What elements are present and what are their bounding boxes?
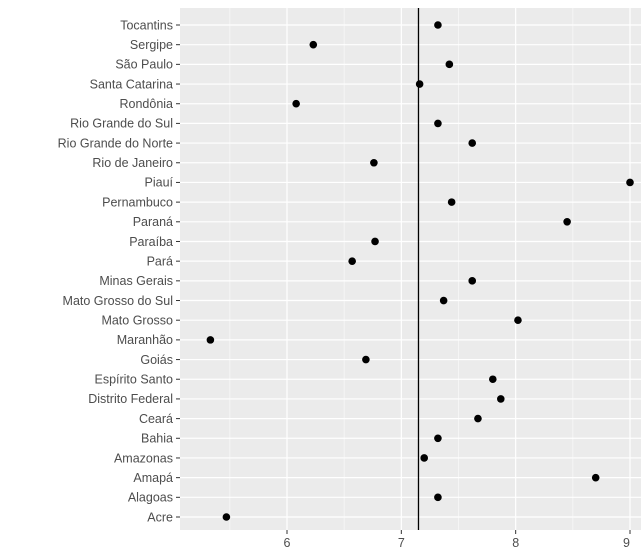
y-tick-label: Mato Grosso — [101, 314, 173, 328]
data-point — [439, 296, 448, 305]
y-tick-label: Espírito Santo — [94, 373, 173, 387]
data-point — [420, 454, 429, 462]
y-tick-label: Distrito Federal — [88, 392, 173, 406]
data-point — [309, 40, 318, 49]
data-point — [434, 493, 442, 502]
y-tick-label: Rio Grande do Norte — [58, 136, 173, 150]
data-point — [348, 257, 356, 265]
y-tick-label: Rio Grande do Sul — [70, 117, 173, 131]
y-tick-label: Acre — [147, 510, 173, 524]
x-tick-label: 9 — [623, 536, 630, 550]
data-point — [474, 414, 482, 423]
data-point — [222, 513, 231, 521]
data-point — [468, 139, 477, 147]
y-tick-label: Maranhão — [117, 333, 173, 347]
data-point — [591, 473, 600, 482]
y-tick-label: Paraíba — [129, 235, 173, 249]
data-point — [445, 60, 454, 69]
data-points — [206, 21, 634, 521]
x-tick-label: 7 — [398, 536, 405, 550]
y-tick-label: Sergipe — [130, 38, 173, 52]
y-tick-label: Alagoas — [128, 491, 173, 505]
y-tick-label: Piauí — [145, 176, 174, 190]
data-point — [447, 198, 456, 206]
data-point — [415, 80, 424, 88]
y-tick-label: Pará — [147, 254, 173, 268]
y-axis: Tocantins Sergipe São Paulo Santa Catarina R… — [58, 18, 180, 524]
y-tick-label: Goiás — [140, 353, 173, 367]
y-tick-label: Amapá — [133, 471, 173, 485]
data-point — [434, 21, 442, 29]
y-tick-label: Mato Grosso do Sul — [63, 294, 173, 308]
y-tick-label: Pernambuco — [102, 195, 173, 209]
y-tick-label: Minas Gerais — [99, 274, 173, 288]
y-tick-label: Paraná — [133, 215, 173, 229]
minor-gridlines — [229, 8, 574, 530]
y-tick-label: Rondônia — [119, 97, 173, 111]
x-tick-label: 8 — [512, 536, 519, 550]
data-point — [514, 316, 522, 325]
y-tick-label: Tocantins — [120, 18, 173, 32]
data-point — [434, 119, 442, 128]
y-tick-label: Bahia — [141, 432, 173, 446]
data-point — [626, 178, 634, 187]
y-tick-label: São Paulo — [115, 58, 173, 72]
plot-panel — [180, 8, 641, 530]
data-point — [468, 277, 477, 285]
y-tick-label: Amazonas — [114, 451, 173, 465]
data-point — [489, 375, 497, 384]
data-point — [563, 218, 571, 226]
y-tick-label: Rio de Janeiro — [92, 156, 173, 170]
y-tick-label: Santa Catarina — [90, 77, 173, 91]
data-point — [370, 158, 378, 167]
data-point — [497, 395, 505, 403]
data-point — [434, 434, 442, 443]
data-point — [292, 99, 300, 108]
data-point — [206, 336, 215, 344]
y-tick-label: Ceará — [139, 412, 173, 426]
x-axis: 6 7 8 9 — [284, 530, 631, 550]
major-gridlines — [180, 8, 641, 530]
x-tick-label: 6 — [284, 536, 291, 550]
data-point — [371, 237, 379, 246]
data-point — [362, 355, 370, 364]
